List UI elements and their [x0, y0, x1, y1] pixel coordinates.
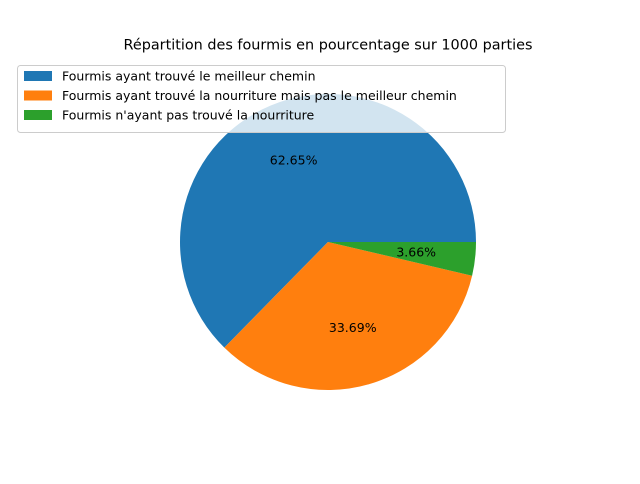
pie-value-label: 62.65% [270, 153, 318, 168]
legend-label-fourmis-n-ayant-pas-trouve-la-nourriture: Fourmis n'ayant pas trouvé la nourriture [62, 108, 315, 123]
legend-swatch-fourmis-n-ayant-pas-trouve-la-nourriture [24, 110, 52, 120]
legend-swatch-fourmis-ayant-trouve-la-nourriture-mais-pas-le-meilleur-chemin [24, 90, 52, 101]
pie-slice-fourmis-ayant-trouve-la-nourriture-mais-pas-le-meilleur-chemin [224, 242, 473, 390]
chart-title: Répartition des fourmis en pourcentage s… [124, 38, 533, 54]
legend: Fourmis ayant trouvé le meilleur chemin F… [17, 65, 506, 133]
pie-value-label: 33.69% [329, 320, 377, 335]
pie-value-labels: 62.65% 33.69% 3.66% [270, 153, 436, 335]
legend-frame [17, 65, 506, 133]
pie-slice-fourmis-ayant-trouve-le-meilleur-chemin [180, 93, 476, 348]
legend-swatch-fourmis-ayant-trouve-le-meilleur-chemin [24, 71, 52, 81]
pie-slices [180, 93, 476, 390]
legend-entries: Fourmis ayant trouvé le meilleur chemin F… [24, 69, 457, 123]
pie-slice-fourmis-n-ayant-pas-trouve-la-nourriture [328, 242, 476, 276]
legend-label-fourmis-ayant-trouve-le-meilleur-chemin: Fourmis ayant trouvé le meilleur chemin [62, 69, 316, 84]
legend-label-fourmis-ayant-trouve-la-nourriture-mais-pas-le-meilleur-chemin: Fourmis ayant trouvé la nourriture mais … [62, 88, 457, 103]
pie-value-label: 3.66% [396, 245, 436, 260]
